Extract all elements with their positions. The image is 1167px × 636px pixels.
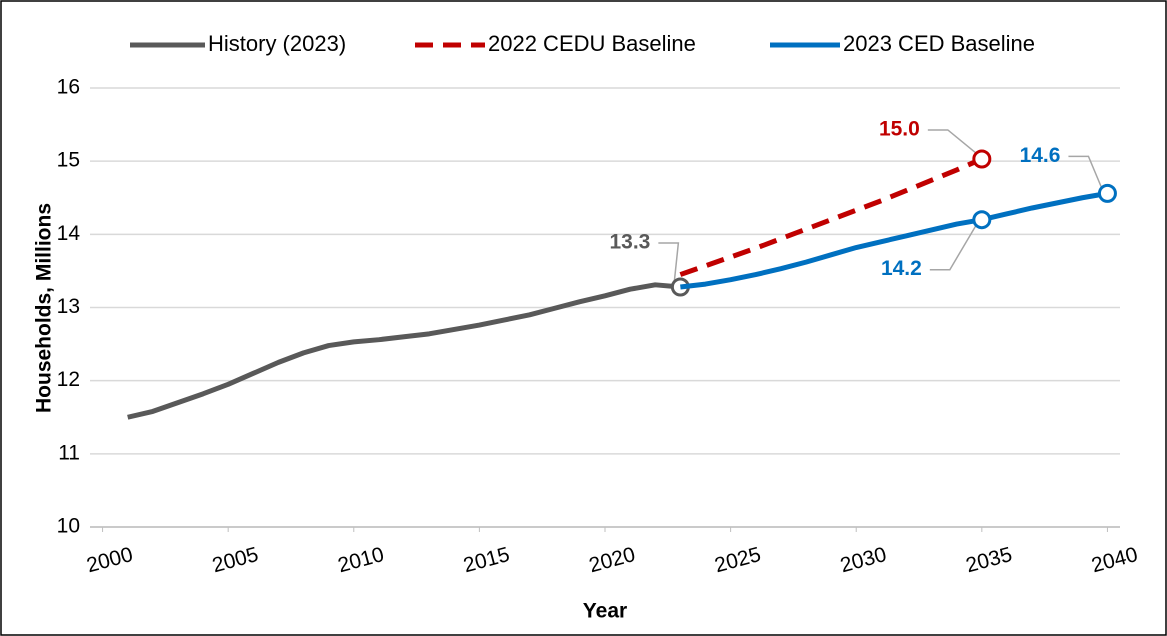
value-label: 13.3 xyxy=(609,231,650,254)
series-line xyxy=(680,190,1108,290)
legend-label: 2023 CED Baseline xyxy=(843,31,1035,56)
legend-label: 2022 CEDU Baseline xyxy=(488,31,696,56)
leader-line xyxy=(658,242,680,282)
value-label: 14.6 xyxy=(1020,144,1061,167)
point-marker xyxy=(972,149,992,169)
point-marker xyxy=(972,210,992,230)
leader-line xyxy=(927,129,977,154)
y-tick-label: 11 xyxy=(58,441,80,464)
point-marker xyxy=(1097,183,1117,203)
value-label: 14.2 xyxy=(881,257,922,280)
series-line xyxy=(679,156,983,277)
y-tick-label: 10 xyxy=(57,515,80,538)
y-axis-title: Households, Millions xyxy=(33,203,56,413)
value-label: 15.0 xyxy=(879,118,920,141)
legend-label: History (2023) xyxy=(208,31,346,56)
y-tick-label: 14 xyxy=(57,222,81,245)
leader-line xyxy=(1068,155,1103,188)
y-tick-label: 15 xyxy=(57,149,80,172)
x-axis-title: Year xyxy=(583,600,627,623)
y-tick-label: 12 xyxy=(57,368,80,391)
y-tick-label: 13 xyxy=(57,295,80,318)
series-line xyxy=(127,282,681,420)
leader-line xyxy=(929,225,977,271)
y-tick-label: 16 xyxy=(57,76,80,99)
